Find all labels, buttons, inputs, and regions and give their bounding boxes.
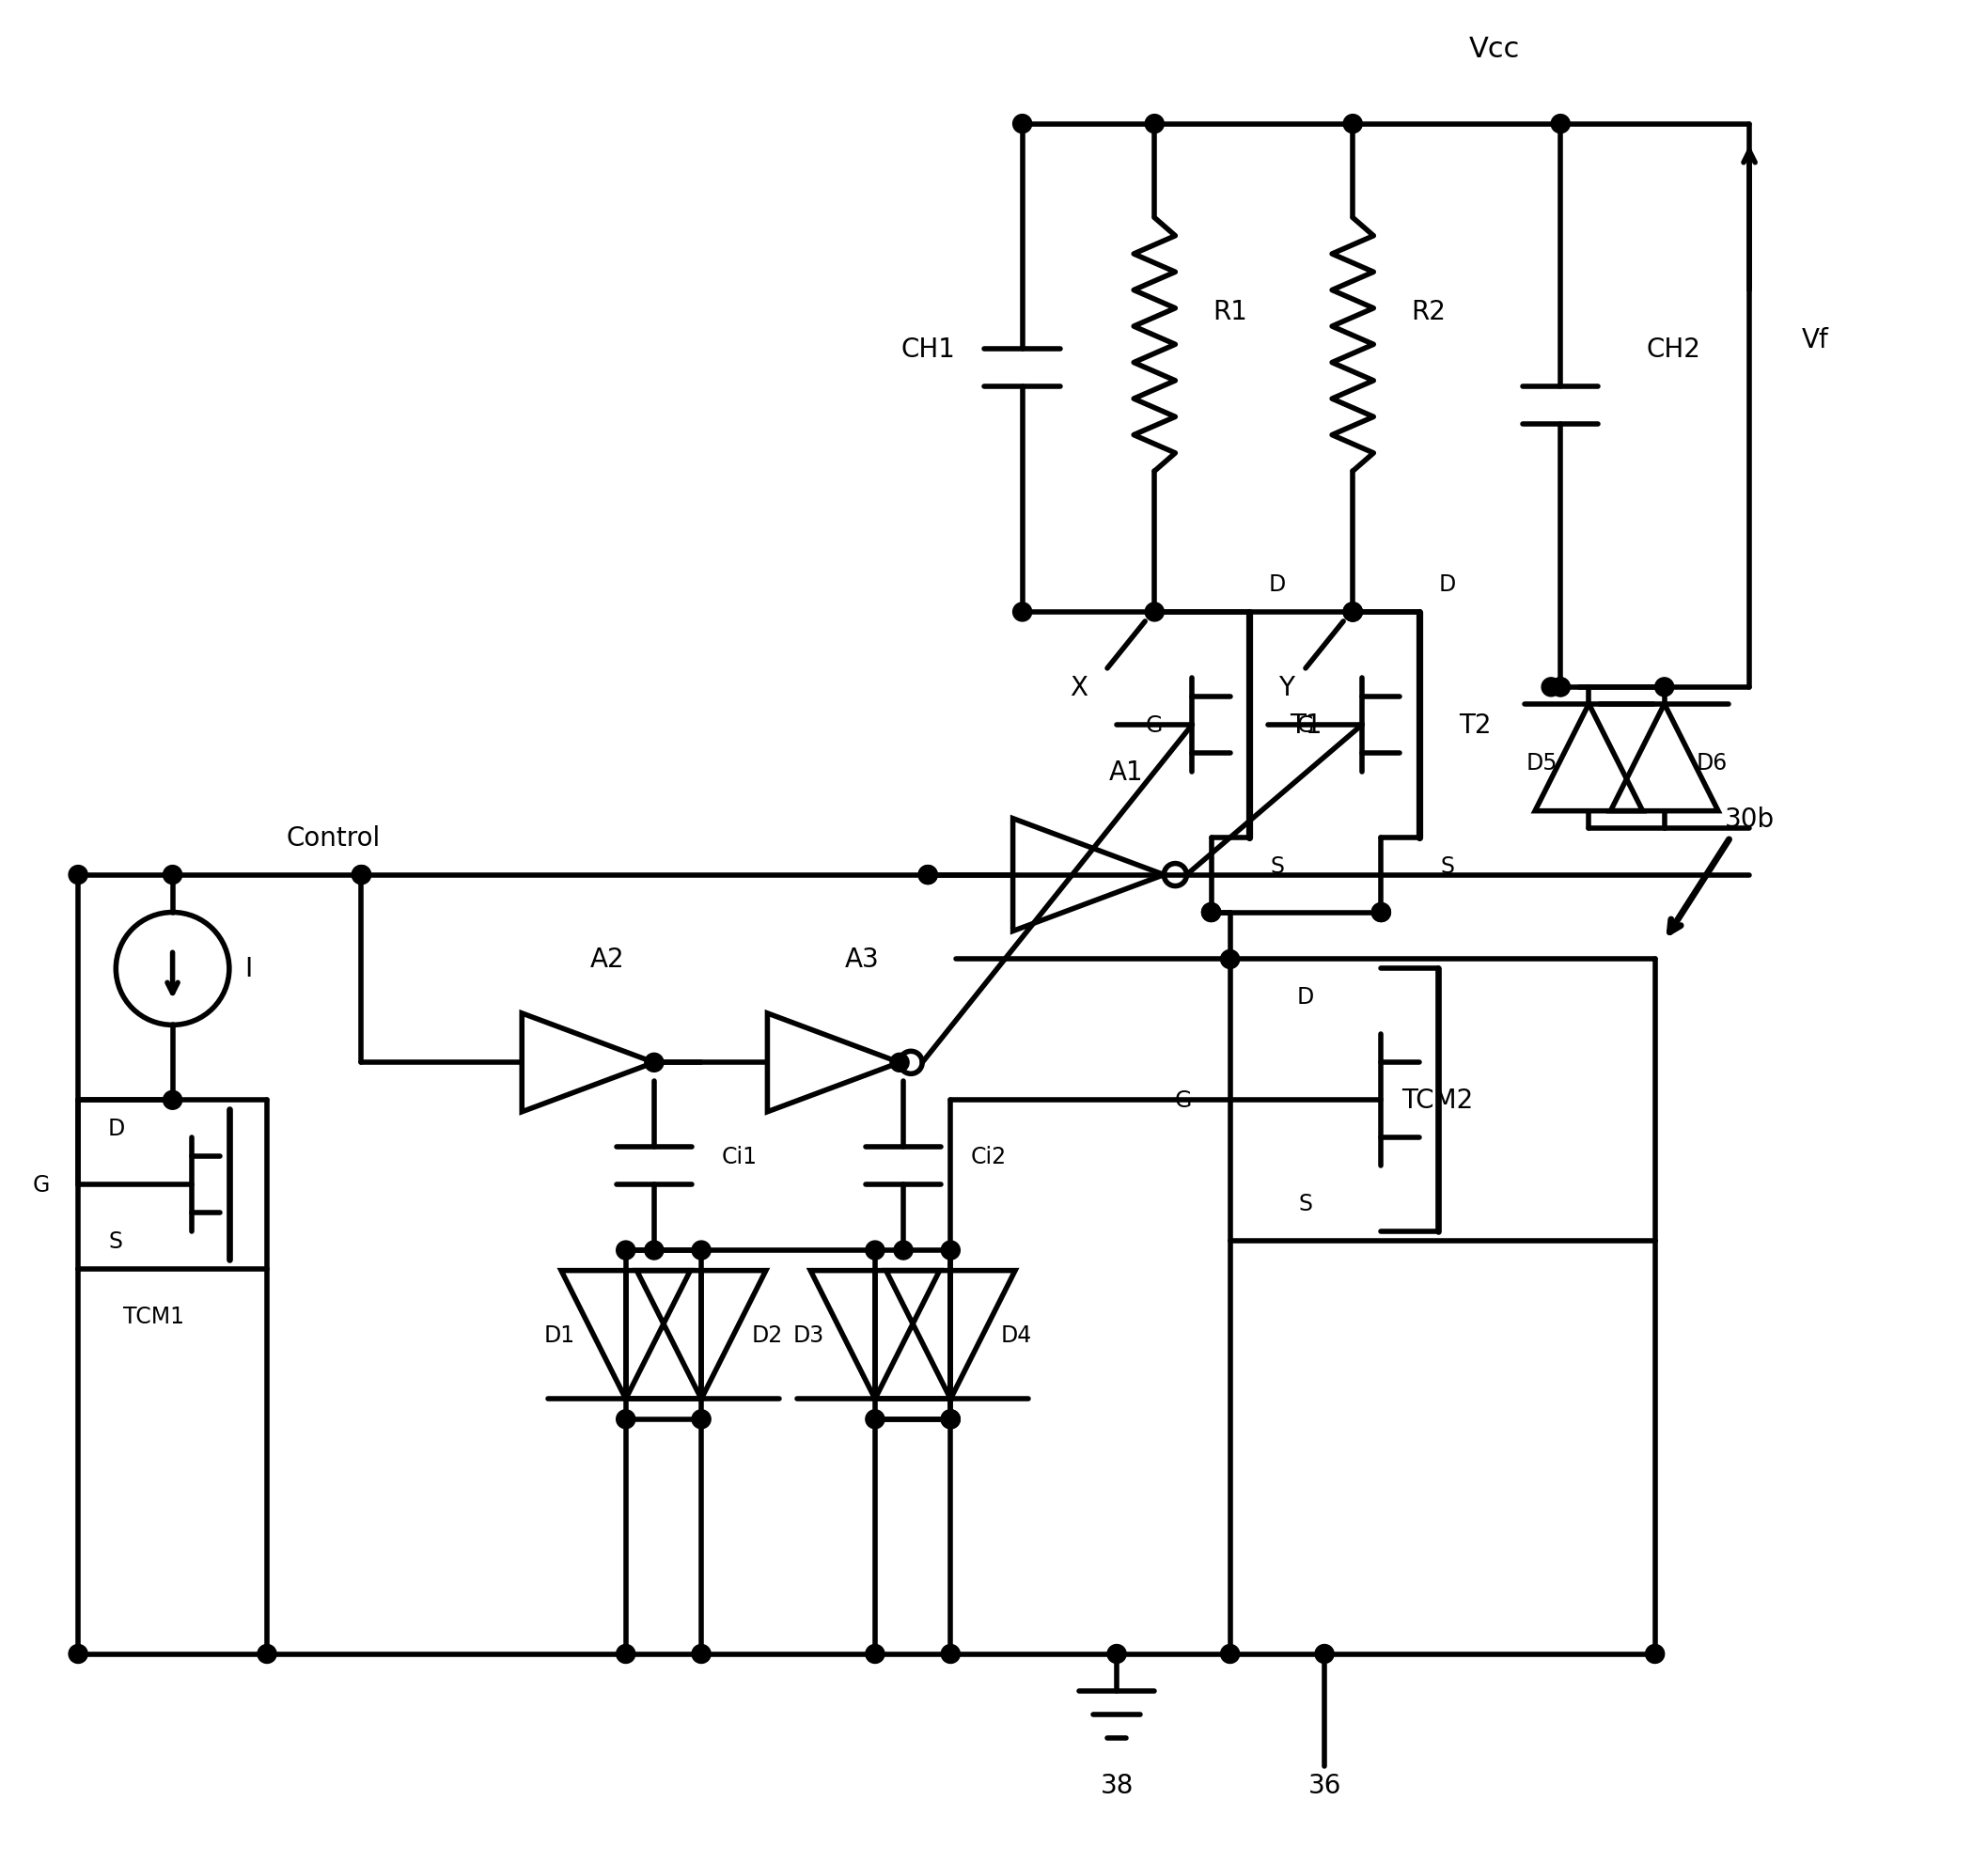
Circle shape bbox=[1551, 116, 1571, 134]
Circle shape bbox=[692, 1410, 712, 1429]
Circle shape bbox=[865, 1645, 885, 1664]
Text: I: I bbox=[245, 956, 252, 982]
Circle shape bbox=[163, 866, 183, 885]
Circle shape bbox=[1012, 604, 1032, 622]
Text: A3: A3 bbox=[845, 946, 879, 972]
Circle shape bbox=[1314, 1645, 1334, 1664]
Circle shape bbox=[1372, 904, 1390, 922]
Circle shape bbox=[891, 1053, 909, 1073]
Text: Control: Control bbox=[286, 825, 380, 851]
Text: 36: 36 bbox=[1308, 1772, 1342, 1798]
Circle shape bbox=[70, 1645, 87, 1664]
Text: 30b: 30b bbox=[1724, 807, 1775, 833]
Circle shape bbox=[1145, 604, 1163, 622]
Text: D6: D6 bbox=[1696, 751, 1728, 773]
Text: Ci1: Ci1 bbox=[722, 1146, 757, 1168]
Text: S: S bbox=[1439, 855, 1455, 877]
Circle shape bbox=[940, 1645, 960, 1664]
Text: TCM1: TCM1 bbox=[123, 1304, 185, 1328]
Circle shape bbox=[70, 866, 87, 885]
Text: CH2: CH2 bbox=[1646, 337, 1702, 363]
Text: G: G bbox=[1145, 714, 1163, 736]
Circle shape bbox=[1344, 604, 1362, 622]
Circle shape bbox=[692, 1241, 712, 1259]
Circle shape bbox=[1654, 678, 1674, 697]
Circle shape bbox=[918, 866, 938, 885]
Circle shape bbox=[1012, 116, 1032, 134]
Circle shape bbox=[644, 1241, 664, 1259]
Circle shape bbox=[1646, 1645, 1664, 1664]
Text: D: D bbox=[1268, 574, 1286, 596]
Text: D4: D4 bbox=[1002, 1325, 1032, 1347]
Circle shape bbox=[1551, 678, 1571, 697]
Circle shape bbox=[1344, 116, 1362, 134]
Text: A2: A2 bbox=[590, 946, 624, 972]
Text: S: S bbox=[1270, 855, 1284, 877]
Circle shape bbox=[918, 866, 938, 885]
Circle shape bbox=[616, 1410, 636, 1429]
Circle shape bbox=[1201, 904, 1221, 922]
Circle shape bbox=[352, 866, 372, 885]
Text: CH1: CH1 bbox=[901, 337, 954, 363]
Text: G: G bbox=[1175, 1090, 1193, 1112]
Text: Vcc: Vcc bbox=[1469, 35, 1521, 63]
Text: D5: D5 bbox=[1527, 751, 1557, 773]
Circle shape bbox=[1201, 904, 1221, 922]
Circle shape bbox=[1372, 904, 1390, 922]
Circle shape bbox=[644, 1053, 664, 1073]
Text: D2: D2 bbox=[751, 1325, 783, 1347]
Circle shape bbox=[865, 1410, 885, 1429]
Circle shape bbox=[895, 1241, 912, 1259]
Circle shape bbox=[1145, 116, 1163, 134]
Text: R1: R1 bbox=[1213, 300, 1246, 326]
Text: Vf: Vf bbox=[1801, 328, 1829, 354]
Text: T1: T1 bbox=[1290, 712, 1322, 738]
Circle shape bbox=[616, 1645, 636, 1664]
Text: A1: A1 bbox=[1109, 758, 1143, 784]
Circle shape bbox=[940, 1241, 960, 1259]
Text: D1: D1 bbox=[545, 1325, 575, 1347]
Text: X: X bbox=[1070, 674, 1087, 700]
Text: G: G bbox=[32, 1174, 50, 1196]
Circle shape bbox=[1107, 1645, 1125, 1664]
Text: G: G bbox=[1296, 714, 1314, 736]
Circle shape bbox=[1221, 950, 1239, 969]
Circle shape bbox=[616, 1241, 636, 1259]
Circle shape bbox=[940, 1410, 960, 1429]
Circle shape bbox=[1541, 678, 1561, 697]
Circle shape bbox=[1221, 1645, 1239, 1664]
Circle shape bbox=[940, 1410, 960, 1429]
Circle shape bbox=[163, 1092, 183, 1110]
Circle shape bbox=[1551, 678, 1571, 697]
Circle shape bbox=[692, 1645, 712, 1664]
Circle shape bbox=[1344, 604, 1362, 622]
Text: TCM2: TCM2 bbox=[1402, 1088, 1473, 1114]
Circle shape bbox=[352, 866, 372, 885]
Text: Y: Y bbox=[1278, 674, 1294, 700]
Text: D: D bbox=[1296, 986, 1314, 1008]
Text: S: S bbox=[1298, 1192, 1312, 1215]
Text: R2: R2 bbox=[1411, 300, 1445, 326]
Circle shape bbox=[865, 1241, 885, 1259]
Text: D: D bbox=[107, 1118, 125, 1140]
Text: T2: T2 bbox=[1459, 712, 1491, 738]
Text: Ci2: Ci2 bbox=[970, 1146, 1006, 1168]
Circle shape bbox=[258, 1645, 276, 1664]
Text: D: D bbox=[1439, 574, 1455, 596]
Text: 38: 38 bbox=[1099, 1772, 1133, 1798]
Text: D3: D3 bbox=[793, 1325, 825, 1347]
Text: S: S bbox=[109, 1230, 123, 1252]
Circle shape bbox=[1344, 604, 1362, 622]
